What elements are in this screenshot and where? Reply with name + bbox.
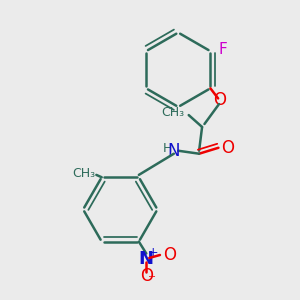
Text: N: N [139, 250, 154, 268]
Text: F: F [219, 42, 227, 57]
Text: O: O [164, 246, 176, 264]
Text: O: O [140, 267, 153, 285]
Text: CH₃: CH₃ [72, 167, 95, 180]
Text: CH₃: CH₃ [161, 106, 184, 118]
Text: +: + [148, 245, 158, 259]
Text: N: N [168, 142, 180, 160]
Text: H: H [163, 142, 172, 155]
Text: O: O [221, 139, 234, 157]
Text: O: O [213, 91, 226, 109]
Text: ⁻: ⁻ [148, 272, 156, 287]
